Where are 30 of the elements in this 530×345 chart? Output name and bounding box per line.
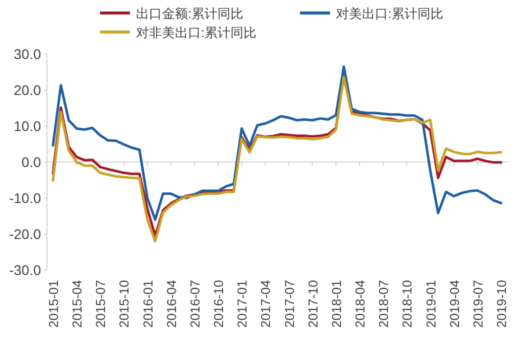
y-tick-label: 10.0	[14, 118, 42, 134]
legend-label: 出口金额:累计同比	[136, 6, 244, 21]
x-tick-label: 2016-01	[140, 280, 156, 328]
x-tick-label: 2018-04	[352, 280, 368, 328]
x-tick-label: 2018-01	[328, 280, 344, 328]
y-tick-label: 20.0	[14, 82, 42, 98]
y-tick-label: 0.0	[22, 154, 42, 170]
x-tick-label: 2016-10	[211, 280, 226, 328]
x-tick-label: 2016-04	[164, 280, 179, 328]
y-tick-label: 30.0	[14, 46, 42, 62]
legend-label: 对美出口:累计同比	[336, 6, 444, 21]
x-tick-label: 2018-10	[400, 280, 415, 328]
x-tick-label: 2017-10	[305, 280, 320, 328]
x-tick-label: 2016-07	[187, 280, 202, 328]
x-tick-label: 2017-01	[234, 280, 250, 328]
x-tick-label: 2015-07	[93, 280, 108, 328]
x-tick-label: 2015-10	[116, 280, 132, 328]
x-tick-label: 2018-07	[376, 280, 392, 328]
x-tick-label: 2019-04	[446, 280, 462, 328]
y-tick-label: -10.0	[9, 190, 42, 206]
x-tick-label: 2019-01	[423, 280, 438, 328]
y-tick-label: -20.0	[9, 226, 42, 242]
x-tick-label: 2017-04	[258, 280, 274, 328]
x-tick-label: 2017-07	[282, 280, 297, 328]
x-tick-label: 2015-01	[46, 280, 61, 328]
x-tick-label: 2019-07	[470, 280, 486, 328]
x-tick-label: 2015-04	[70, 280, 85, 328]
y-tick-label: -30.0	[9, 262, 42, 278]
legend-label: 对非美出口:累计同比	[136, 25, 257, 40]
x-tick-label: 2019-10	[494, 280, 509, 328]
